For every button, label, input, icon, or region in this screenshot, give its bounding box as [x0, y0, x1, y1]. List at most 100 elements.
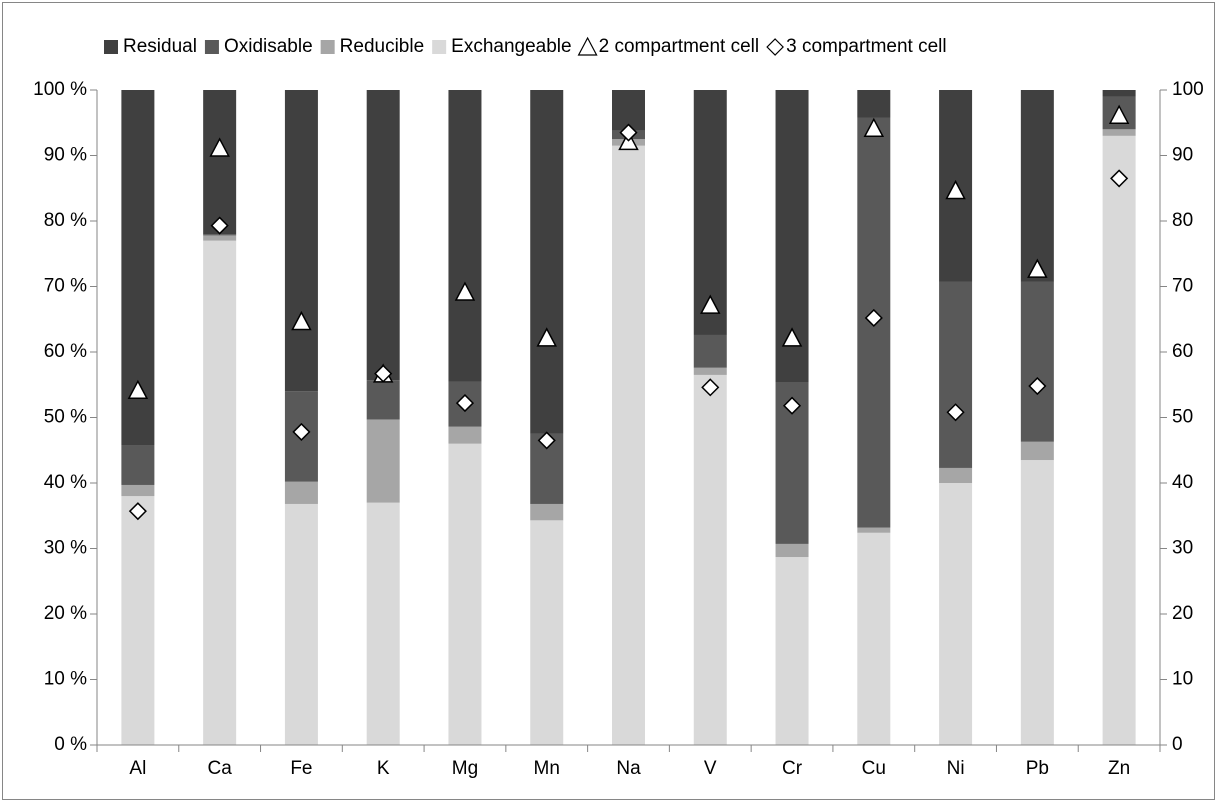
bar-segment — [530, 503, 564, 521]
x-tick-label: Zn — [1108, 758, 1130, 779]
bar-segment — [121, 496, 155, 745]
marker — [700, 294, 721, 314]
y2-tick-label: 0 — [1172, 734, 1183, 755]
marker — [864, 308, 883, 328]
bar-segment — [1020, 441, 1054, 461]
bar-segment — [1020, 281, 1054, 442]
bar-segment — [939, 483, 973, 745]
legend-label: Exchangeable — [451, 36, 571, 57]
bar-segment — [203, 234, 237, 236]
y2-tick-label: 20 — [1172, 603, 1193, 624]
bar-segment — [1102, 135, 1136, 746]
marker — [454, 281, 476, 301]
bar-segment — [1102, 129, 1136, 136]
x-tick-label: Cu — [862, 758, 886, 779]
y2-tick-label: 70 — [1172, 276, 1193, 297]
x-tick-label: Fe — [290, 758, 312, 779]
bar-segment — [530, 520, 564, 745]
x-tick-label: Na — [616, 758, 641, 779]
bar-segment — [284, 481, 318, 504]
marker — [291, 310, 312, 331]
marker — [863, 117, 885, 138]
marker — [781, 327, 803, 347]
bar-segment — [284, 503, 318, 745]
y2-tick-label: 100 — [1172, 79, 1204, 100]
bar-segment — [857, 532, 891, 745]
legend-marker — [577, 36, 598, 56]
x-tick-label: Mn — [534, 758, 560, 779]
y-tick-label: 40 % — [44, 472, 87, 493]
bar-segment — [693, 334, 727, 368]
bar-segment — [121, 484, 155, 497]
y-tick-label: 50 % — [44, 407, 87, 428]
marker — [619, 123, 638, 142]
marker — [782, 396, 802, 415]
legend-label: 2 compartment cell — [599, 36, 760, 57]
legend-swatch — [320, 40, 335, 54]
y2-tick-label: 30 — [1172, 538, 1193, 559]
bar-segment — [857, 527, 891, 533]
legend-label: Reducible — [340, 36, 425, 57]
bar-segment — [284, 90, 318, 392]
marker — [537, 431, 556, 450]
legend-label: Residual — [123, 36, 197, 57]
marker — [292, 422, 311, 441]
bar-segment — [448, 90, 482, 382]
x-tick-label: Al — [129, 758, 146, 779]
marker — [1108, 104, 1130, 124]
bar-segment — [939, 281, 973, 468]
bar-segment — [203, 90, 237, 235]
y-tick-label: 30 % — [44, 538, 87, 559]
x-tick-label: K — [377, 758, 390, 779]
bar-segment — [366, 380, 400, 420]
x-tick-label: Ca — [208, 758, 233, 779]
x-tick-label: Mg — [452, 758, 478, 779]
bar-segment — [121, 445, 155, 485]
y-tick-label: 60 % — [44, 341, 87, 362]
bar-segment — [366, 419, 400, 503]
legend-swatch — [104, 40, 118, 54]
marker — [455, 394, 475, 413]
marker — [210, 216, 229, 235]
marker — [128, 502, 147, 521]
x-tick-label: V — [704, 758, 717, 779]
legend-label: 3 compartment cell — [786, 36, 947, 57]
marker — [945, 179, 966, 200]
bar-segment — [857, 90, 891, 118]
bar-segment — [612, 145, 645, 746]
bar-segment — [693, 90, 727, 335]
y-tick-label: 90 % — [44, 145, 87, 166]
y2-tick-label: 10 — [1172, 669, 1193, 690]
bar-segment — [366, 502, 400, 745]
legend-swatch — [204, 40, 219, 54]
marker — [1028, 376, 1047, 396]
bar-segment — [448, 443, 482, 745]
y-tick-label: 70 % — [44, 276, 87, 297]
bar-segment — [775, 557, 809, 745]
marker — [946, 403, 965, 422]
bar-segment — [693, 374, 727, 745]
marker — [701, 378, 720, 397]
y2-tick-label: 80 — [1172, 210, 1193, 231]
marker — [1027, 258, 1048, 278]
y-tick-label: 80 % — [44, 210, 87, 231]
x-tick-label: Pb — [1026, 758, 1049, 779]
x-tick-label: Ni — [947, 758, 965, 779]
marker — [536, 327, 557, 347]
bar-segment — [1020, 460, 1054, 745]
bar-segment — [693, 367, 727, 375]
x-tick-label: Cr — [782, 758, 803, 779]
legend-marker — [766, 38, 784, 56]
bar-segment — [203, 235, 237, 241]
bar-segment — [939, 467, 973, 483]
bar-segment — [1020, 90, 1054, 282]
y-tick-label: 20 % — [44, 603, 87, 624]
bar-segment — [203, 240, 237, 745]
y-tick-label: 0 % — [54, 734, 87, 755]
y2-tick-label: 50 — [1172, 407, 1193, 428]
bar-segment — [1102, 90, 1136, 97]
marker — [127, 379, 149, 400]
y-tick-label: 100 % — [33, 79, 87, 100]
y-tick-label: 10 % — [44, 669, 87, 690]
